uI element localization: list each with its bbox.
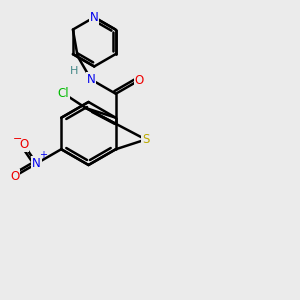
Text: O: O: [134, 74, 144, 87]
Text: S: S: [142, 133, 149, 146]
Text: O: O: [10, 169, 20, 183]
Text: H: H: [70, 66, 78, 76]
Text: Cl: Cl: [57, 87, 69, 100]
Text: O: O: [19, 138, 28, 152]
Text: −: −: [13, 134, 22, 145]
Text: N: N: [90, 11, 99, 24]
Text: N: N: [87, 73, 95, 86]
Text: N: N: [32, 157, 41, 170]
Text: +: +: [39, 150, 47, 160]
